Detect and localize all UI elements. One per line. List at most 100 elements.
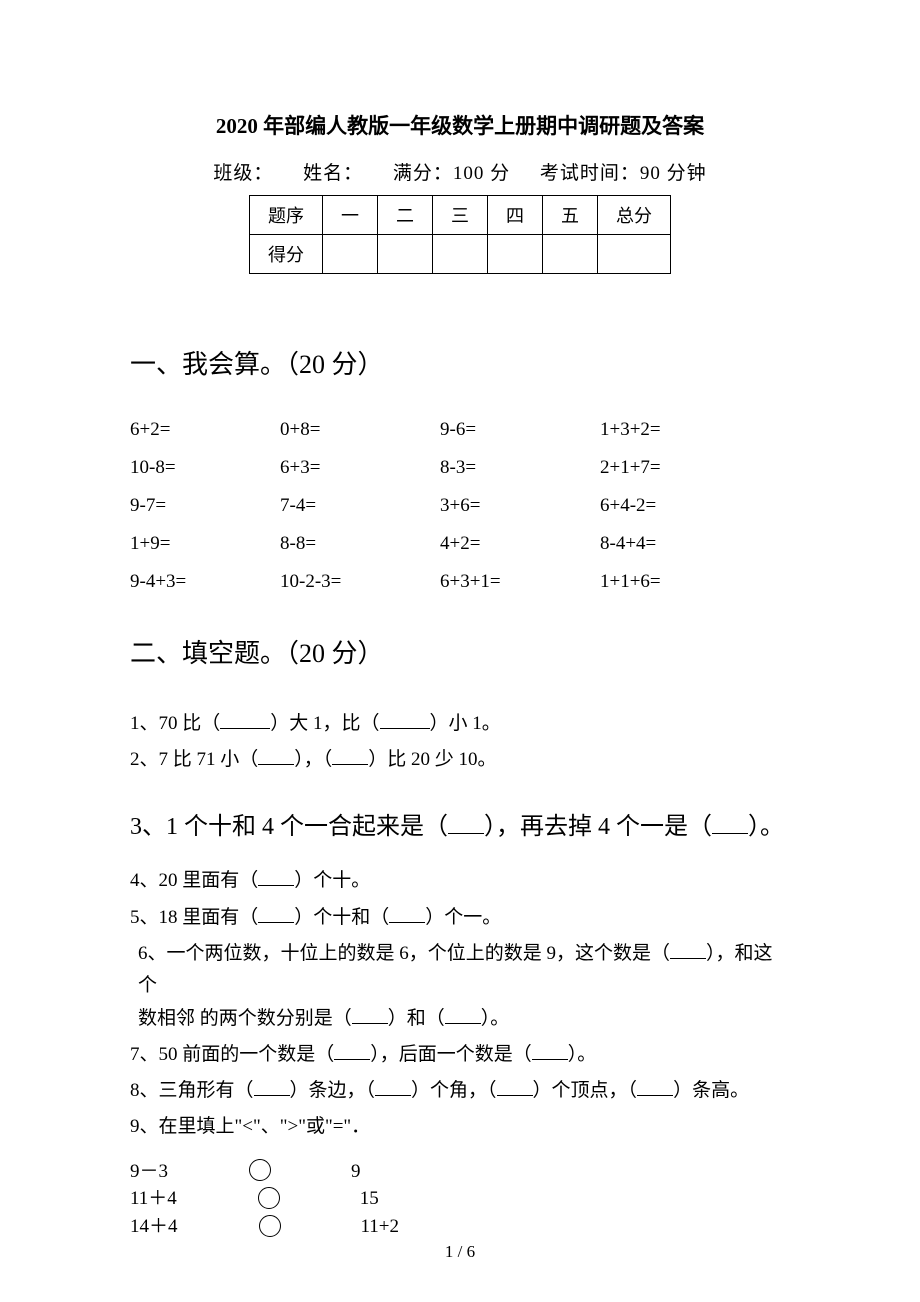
calc-item: 3+6= <box>440 495 600 517</box>
blank <box>258 764 294 765</box>
text: 8、三角形有（ <box>130 1080 254 1101</box>
text: 1、70 比（ <box>130 713 220 734</box>
score-cell <box>598 235 671 274</box>
score-cell <box>378 235 433 274</box>
text: 6、一个两位数，十位上的数是 6，个位上的数是 9，这个数是（ <box>138 943 670 964</box>
calc-item: 1+1+6= <box>600 571 740 593</box>
blank <box>445 1023 481 1024</box>
time-label: 考试时间：90 分钟 <box>540 163 707 184</box>
text: 9－3 <box>130 1161 168 1182</box>
calc-item: 2+1+7= <box>600 457 740 479</box>
question-5: 5、18 里面有（ ）个十和（ ）个一。 <box>130 902 790 934</box>
calc-item: 8-8= <box>280 533 440 555</box>
question-2: 2、7 比 71 小（ ），（ ）比 20 少 10。 <box>130 744 790 776</box>
text: ）。 <box>481 1008 510 1029</box>
text: ）小 1。 <box>430 713 501 734</box>
text: 数相邻 的两个数分别是（ <box>138 1008 352 1029</box>
calc-grid: 6+2= 0+8= 9-6= 1+3+2= 10-8= 6+3= 8-3= 2+… <box>130 419 790 593</box>
full-score: 满分：100 分 <box>393 163 510 184</box>
blank <box>375 1095 411 1096</box>
header-cell: 总分 <box>598 196 671 235</box>
calc-item: 6+3= <box>280 457 440 479</box>
blank <box>637 1095 673 1096</box>
text: ），（ <box>294 749 332 770</box>
compare-item: 14＋4 11+2 <box>130 1216 479 1237</box>
calc-item: 9-4+3= <box>130 571 280 593</box>
text: 5、18 里面有（ <box>130 907 258 928</box>
text: 15 <box>360 1188 379 1209</box>
blank <box>334 1059 370 1060</box>
text: ）比 20 少 10。 <box>368 749 496 770</box>
text: 14＋4 <box>130 1216 178 1237</box>
score-cell <box>433 235 488 274</box>
compare-item: 9－3 9 <box>130 1161 441 1182</box>
text: ）条边，（ <box>290 1080 376 1101</box>
header-cell: 三 <box>433 196 488 235</box>
blank <box>670 958 706 959</box>
text: 4、20 里面有（ <box>130 870 258 891</box>
calc-item: 9-7= <box>130 495 280 517</box>
calc-item: 6+4-2= <box>600 495 740 517</box>
calc-item: 8-4+4= <box>600 533 740 555</box>
blank <box>532 1059 568 1060</box>
text: ）个顶点，（ <box>533 1080 638 1101</box>
name-label: 姓名： <box>303 163 363 184</box>
header-cell: 四 <box>488 196 543 235</box>
circle-icon <box>258 1187 280 1209</box>
text: ）个十和（ <box>294 907 389 928</box>
text: 3、1 个十和 4 个一合起来是（ <box>130 814 448 840</box>
blank <box>389 922 425 923</box>
text: ），再去掉 4 个一是（ <box>484 814 712 840</box>
blank <box>254 1095 290 1096</box>
calc-item: 0+8= <box>280 419 440 441</box>
question-4: 4、20 里面有（ ）个十。 <box>130 865 790 897</box>
section-2-heading: 二、填空题。（20 分） <box>130 633 790 670</box>
calc-item: 1+9= <box>130 533 280 555</box>
calc-item: 1+3+2= <box>600 419 740 441</box>
blank <box>497 1095 533 1096</box>
calc-item: 6+3+1= <box>440 571 600 593</box>
document-title: 2020 年部编人教版一年级数学上册期中调研题及答案 <box>130 110 790 140</box>
question-6: 6、一个两位数，十位上的数是 6，个位上的数是 9，这个数是（），和这个 数相邻… <box>130 938 790 1035</box>
text: ）。 <box>748 814 784 840</box>
blank <box>332 764 368 765</box>
question-1: 1、70 比（ ）大 1，比（ ）小 1。 <box>130 708 790 740</box>
header-cell: 二 <box>378 196 433 235</box>
text: 2、7 比 71 小（ <box>130 749 258 770</box>
text: 11+2 <box>361 1216 400 1237</box>
text: ）条高。 <box>673 1080 749 1101</box>
table-row: 题序 一 二 三 四 五 总分 <box>250 196 671 235</box>
text: ）个角，（ <box>411 1080 497 1101</box>
header-cell: 一 <box>323 196 378 235</box>
text: ）大 1，比（ <box>270 713 379 734</box>
question-7: 7、50 前面的一个数是（），后面一个数是（）。 <box>130 1039 790 1071</box>
text: ）个一。 <box>425 907 501 928</box>
blank <box>258 922 294 923</box>
blank <box>220 728 270 729</box>
class-label: 班级： <box>213 163 273 184</box>
text: ）和（ <box>388 1008 445 1029</box>
text: 11＋4 <box>130 1188 177 1209</box>
blank <box>258 885 294 886</box>
header-cell: 五 <box>543 196 598 235</box>
circle-icon <box>259 1215 281 1237</box>
calc-item: 10-8= <box>130 457 280 479</box>
page-number: 1 / 6 <box>0 1242 920 1262</box>
blank <box>352 1023 388 1024</box>
calc-item: 9-6= <box>440 419 600 441</box>
text: 9 <box>351 1161 361 1182</box>
calc-item: 8-3= <box>440 457 600 479</box>
score-label: 得分 <box>250 235 323 274</box>
text: ）个十。 <box>294 870 370 891</box>
text: ）。 <box>568 1044 597 1065</box>
text: ），后面一个数是（ <box>370 1044 532 1065</box>
section-1-heading: 一、我会算。（20 分） <box>130 344 790 381</box>
calc-item: 10-2-3= <box>280 571 440 593</box>
table-row: 得分 <box>250 235 671 274</box>
compare-item: 11＋4 15 <box>130 1188 459 1209</box>
compare-row: 9－3 9 11＋4 15 14＋4 11+2 <box>130 1156 790 1239</box>
blank <box>380 728 430 729</box>
score-cell <box>323 235 378 274</box>
question-3: 3、1 个十和 4 个一合起来是（ ），再去掉 4 个一是（ ）。 <box>130 807 790 848</box>
question-8: 8、三角形有（ ）条边，（ ）个角，（ ）个顶点，（ ）条高。 <box>130 1075 790 1107</box>
